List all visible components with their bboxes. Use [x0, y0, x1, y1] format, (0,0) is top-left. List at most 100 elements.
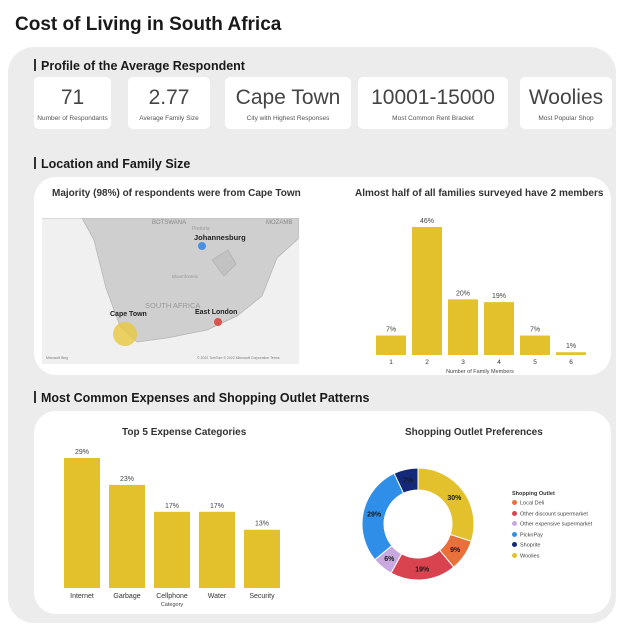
legend-label: PicknPay [520, 532, 543, 538]
legend-item[interactable]: Shoprite [512, 542, 592, 549]
bar-1[interactable] [109, 484, 145, 588]
bar-3[interactable] [484, 302, 514, 355]
section-expenses-title: Most Common Expenses and Shopping Outlet… [34, 391, 370, 405]
map-brand-text: Microsoft Bing [46, 356, 68, 360]
legend-dot-icon [512, 552, 517, 558]
category-label: Garbage [113, 593, 140, 600]
slice-label: 19% [415, 566, 430, 573]
map-label-bloemfontein: Bloemfontein [172, 274, 199, 279]
kpi-value: 71 [60, 86, 85, 109]
bar-2[interactable] [448, 299, 478, 355]
slice-label: 29% [367, 512, 382, 519]
bar-value-label: 29% [75, 449, 89, 456]
kpi-value: Cape Town [235, 86, 341, 109]
bar-value-label: 1% [566, 343, 576, 350]
outlet-donut-chart: 30% 9% 19% 6% 29% 7% [361, 467, 475, 581]
map-label-east-london: East London [195, 309, 237, 316]
map-label-botswana: BOTSWANA [152, 220, 186, 226]
kpi-label: City with Highest Responses [246, 115, 330, 122]
cape-town-marker[interactable] [113, 322, 137, 346]
legend-dot-icon [512, 510, 517, 516]
donut-slice-4[interactable] [393, 467, 419, 494]
bar-value-label: 13% [255, 521, 269, 528]
bar-4[interactable] [520, 335, 550, 355]
map-label-pretoria: Pretoria [192, 226, 210, 232]
x-axis-title: Number of Family Members [446, 369, 514, 375]
slice-label: 9% [450, 547, 461, 554]
legend-label: Local Deli [520, 500, 545, 507]
category-label: 1 [389, 359, 393, 366]
legend-dot-icon [512, 531, 517, 537]
bar-3[interactable] [199, 511, 235, 588]
legend-item[interactable]: Woolies [512, 552, 592, 559]
category-label: 3 [461, 359, 465, 366]
kpi-card-1: 2.77 Average Family Size [128, 77, 210, 129]
legend-dot-icon [512, 521, 517, 526]
kpi-label: Average Family Size [139, 115, 199, 122]
map-label-mozambique: MOZAMB [266, 220, 292, 226]
bar-value-label: 17% [210, 503, 224, 510]
slice-label: 30% [447, 495, 462, 502]
map-label-south-africa: SOUTH AFRICA [145, 301, 200, 310]
outlet-legend: Shopping Outlet Local Deli Other discount… [512, 491, 592, 563]
category-label: 5 [533, 359, 537, 366]
bar-5[interactable] [556, 352, 586, 355]
bar-1[interactable] [412, 227, 442, 355]
slice-label: 6% [384, 556, 395, 563]
section-profile-title: Profile of the Average Respondent [34, 59, 245, 73]
kpi-label: Number of Respondants [37, 115, 108, 122]
kpi-value: 10001-15000 [371, 86, 495, 109]
map-label-johannesburg: Johannesburg [194, 233, 246, 242]
category-label: Water [208, 593, 227, 600]
legend-label: Woolies [520, 553, 540, 559]
legend-label: Shoprite [520, 542, 541, 549]
category-label: 2 [425, 359, 429, 366]
kpi-label: Most Popular Shop [538, 115, 594, 122]
kpi-value: Woolies [528, 86, 604, 109]
bar-value-label: 19% [492, 293, 506, 300]
page-title: Cost of Living in South Africa [15, 14, 282, 35]
bar-value-label: 23% [120, 476, 134, 483]
legend-label: Other discount supermarket [520, 511, 588, 517]
bar-2[interactable] [154, 511, 190, 588]
map-credit-text: © 2022 TomTom © 2022 Microsoft Corporati… [197, 356, 280, 360]
x-axis-title: Category [161, 602, 184, 608]
expense-chart-title: Top 5 Expense Categories [122, 427, 247, 438]
family-chart-title: Almost half of all families surveyed hav… [355, 188, 604, 199]
kpi-card-4: Woolies Most Popular Shop [520, 77, 612, 129]
map-label-cape-town: Cape Town [110, 311, 147, 318]
bar-value-label: 46% [420, 218, 434, 225]
expense-chart: 29% Internet 23% Garbage 17% Cellphone 17% Wate… [64, 449, 280, 608]
slice-label: 7% [403, 478, 414, 485]
bar-value-label: 17% [165, 503, 179, 510]
kpi-card-3: 10001-15000 Most Common Rent Bracket [358, 77, 508, 129]
legend-item[interactable]: Other expensive supermarket [512, 521, 592, 528]
south-africa-land [42, 218, 299, 343]
bar-0[interactable] [64, 458, 100, 588]
bar-0[interactable] [376, 335, 406, 355]
legend-item[interactable]: Other discount supermarket [512, 510, 592, 517]
kpi-label: Most Common Rent Bracket [392, 115, 474, 122]
kpi-value: 2.77 [148, 86, 190, 109]
kpi-card-2: Cape Town City with Highest Responses [225, 77, 351, 129]
legend-dot-icon [512, 542, 517, 547]
legend-item[interactable]: PicknPay [512, 531, 592, 538]
johannesburg-marker[interactable] [198, 242, 206, 250]
east-london-marker[interactable] [214, 318, 222, 326]
map-visual[interactable]: BOTSWANA MOZAMB Pretoria Johannesburg Bl… [42, 218, 299, 364]
section-location-title: Location and Family Size [34, 157, 190, 171]
legend-label: Other expensive supermarket [520, 521, 593, 528]
outlet-legend-title: Shopping Outlet [512, 491, 555, 497]
legend-item[interactable]: Local Deli [512, 500, 592, 507]
bar-value-label: 20% [456, 290, 470, 297]
kpi-card-0: 71 Number of Respondants [34, 77, 111, 129]
category-label: 6 [569, 359, 573, 366]
legend-dot-icon [512, 500, 517, 505]
map-title: Majority (98%) of respondents were from … [52, 188, 301, 199]
category-label: Internet [70, 593, 94, 600]
bar-4[interactable] [244, 529, 280, 588]
bar-value-label: 7% [530, 327, 540, 334]
category-label: Cellphone [156, 593, 188, 600]
lesotho-shape [211, 249, 237, 277]
donut-slice-5[interactable] [417, 467, 475, 542]
